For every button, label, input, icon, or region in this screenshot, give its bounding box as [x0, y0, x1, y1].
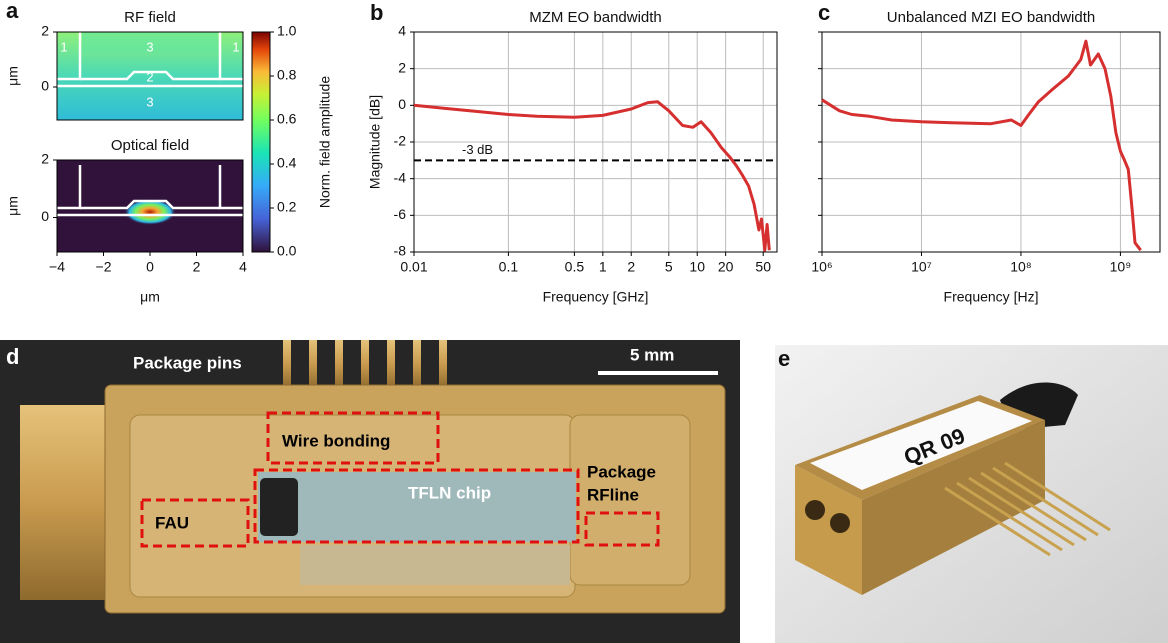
panel-label: e	[778, 346, 790, 371]
heatmap-title: Optical field	[111, 137, 189, 154]
x-tick-label: 5	[665, 259, 673, 275]
chart-title: MZM EO bandwidth	[529, 9, 662, 26]
x-axis-label: Frequency [GHz]	[543, 289, 649, 305]
colorbar-frame	[251, 31, 271, 253]
y-tick-label: -6	[394, 206, 407, 222]
reference-label: -3 dB	[462, 142, 493, 157]
module-label	[810, 401, 1032, 490]
x-tick-label: 20	[718, 259, 734, 275]
region-label: 3	[146, 39, 153, 54]
x-tick-label: 4	[239, 259, 247, 275]
y-tick-label: -4	[394, 169, 407, 185]
x-tick-label: 0.5	[565, 259, 585, 275]
x-tick-label: 10⁹	[1110, 259, 1132, 275]
panel-label: b	[370, 0, 383, 25]
y-axis-label: μm	[5, 196, 21, 216]
waveguide-outline	[57, 165, 243, 217]
x-tick-label: 0	[146, 259, 154, 275]
colorbar-label: Norm. field amplitude	[317, 76, 333, 208]
region-label: 1	[232, 39, 239, 54]
colorbar-tick-label: 0.0	[277, 243, 297, 259]
x-tick-label: −4	[49, 259, 65, 275]
region-label: 3	[146, 94, 153, 109]
y-tick-label: 2	[398, 59, 406, 75]
colorbar-tick-label: 0.4	[277, 155, 297, 171]
data-line	[821, 39, 1142, 252]
region-label: 1	[60, 39, 67, 54]
electrode-outline	[57, 32, 243, 88]
x-tick-label: 10⁸	[1010, 259, 1032, 275]
label-wire: Wire bonding	[282, 431, 390, 450]
colorbar-tick-label: 0.2	[277, 199, 297, 215]
colorbar-tick-label: 0.6	[277, 111, 297, 127]
module-port	[805, 500, 825, 520]
axes-frame	[56, 31, 244, 121]
colorbar-tick-label: 0.8	[277, 67, 297, 83]
x-tick-label: 0.1	[499, 259, 519, 275]
package-connector	[20, 405, 108, 600]
panel-label: d	[6, 344, 19, 369]
package-pins	[283, 340, 447, 388]
x-tick-label: 50	[755, 259, 771, 275]
y-tick-label: 0	[41, 208, 49, 224]
x-axis-label: Frequency [Hz]	[944, 289, 1039, 305]
panel-label: a	[6, 0, 19, 23]
chart-title: Unbalanced MZI EO bandwidth	[887, 9, 1095, 26]
colorbar-tick-label: 1.0	[277, 23, 297, 39]
tfln-chip	[258, 472, 576, 542]
label-chip: TFLN chip	[408, 483, 491, 502]
label-pins: Package pins	[133, 353, 242, 372]
label-fau: FAU	[155, 513, 189, 532]
y-tick-label: 2	[41, 23, 49, 39]
x-tick-label: 10⁶	[811, 259, 832, 275]
x-tick-label: 0.01	[400, 259, 427, 275]
panel-label: c	[818, 0, 830, 25]
module-side	[862, 420, 1045, 595]
module-port	[830, 513, 850, 533]
data-line	[413, 100, 771, 252]
heatmap-title: RF field	[124, 9, 176, 26]
module-front	[795, 465, 862, 595]
annotation-box	[140, 411, 660, 548]
y-tick-label: 2	[41, 151, 49, 167]
label-scale: 5 mm	[630, 345, 674, 364]
x-tick-label: 10	[689, 259, 705, 275]
x-tick-label: 10⁷	[911, 259, 932, 275]
axes-frame	[821, 31, 1161, 253]
label-rfline: RFline	[587, 485, 639, 504]
y-axis-label: Magnitude [dB]	[367, 95, 383, 189]
fiber-block	[260, 478, 298, 536]
x-tick-label: 1	[599, 259, 607, 275]
x-tick-label: 2	[193, 259, 201, 275]
y-tick-label: 0	[398, 96, 406, 112]
colorbar-image	[252, 32, 270, 252]
y-tick-label: 0	[41, 78, 49, 94]
y-tick-label: -2	[394, 133, 407, 149]
x-tick-label: −2	[96, 259, 112, 275]
chip-carrier	[300, 545, 570, 585]
label-rfline: Package	[587, 462, 656, 481]
axes-frame	[413, 31, 778, 253]
x-axis-label: μm	[140, 289, 160, 305]
optical-mode	[124, 199, 176, 225]
y-tick-label: 4	[398, 23, 406, 39]
y-tick-label: -8	[394, 243, 407, 259]
x-tick-label: 2	[627, 259, 635, 275]
region-label: 2	[146, 69, 153, 84]
module-pins	[944, 461, 1111, 557]
rf-field-shade	[82, 32, 218, 52]
y-axis-label: μm	[5, 66, 21, 86]
